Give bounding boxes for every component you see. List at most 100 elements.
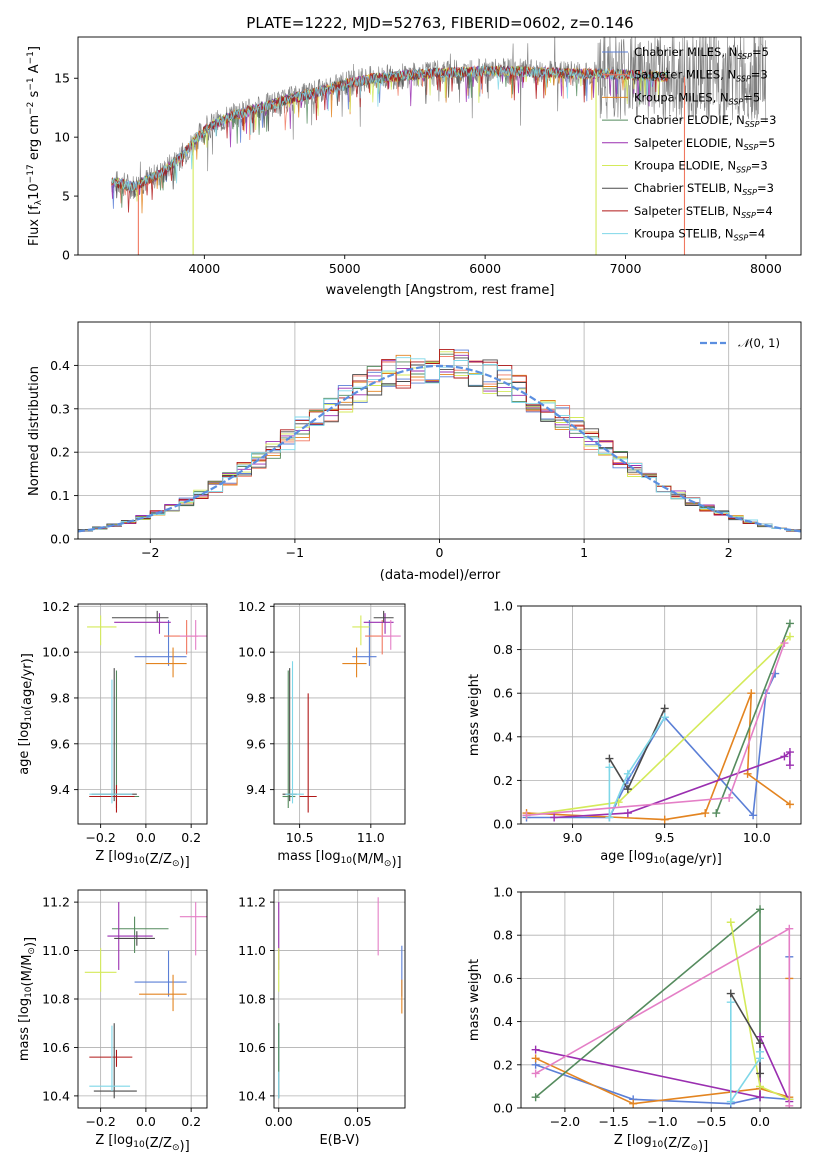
histogram-xtick-label: −1 xyxy=(286,545,304,560)
weight_vs_age-xtick-label: 10.0 xyxy=(743,830,771,845)
weight_vs_age-series-marker xyxy=(623,769,632,778)
legend-label-count: =4 xyxy=(756,204,773,218)
mass_vs_Z-xlabel-part: (Z/Z xyxy=(145,1136,172,1151)
legend-label-sub: SSP xyxy=(734,234,749,243)
histogram-step-kroupa_stelib xyxy=(78,357,801,532)
weight_vs_Z-xlabel-part: Z [log xyxy=(614,1133,652,1148)
spectrum-ylabel-sub: λ xyxy=(34,199,44,205)
spectrum-ytick-label: 0 xyxy=(62,248,70,263)
histogram-ytick-label: 0.4 xyxy=(50,358,70,373)
spectrum-ytick-label: 5 xyxy=(62,189,70,204)
spectrum-ytick-label: 15 xyxy=(54,71,70,86)
weight_vs_age-series-line xyxy=(608,716,666,818)
mass_vs_EBV-xtick-label: 0.05 xyxy=(344,1114,372,1129)
weight_vs_Z-series-marker xyxy=(531,1045,540,1054)
weight_vs_Z-series-marker xyxy=(785,1101,794,1108)
spectrum-ytick-label: 10 xyxy=(54,130,70,145)
mass_vs_EBV-xtick-label: 0.00 xyxy=(265,1114,293,1129)
age_vs_Z-xlabel-part: )] xyxy=(180,855,190,870)
weight_vs_age-series-marker xyxy=(701,809,710,818)
mass_vs_EBV-xlabel: E(B-V) xyxy=(319,1133,359,1148)
age_vs_mass-ytick-label: 9.6 xyxy=(246,736,266,751)
legend-label-sub: SSP xyxy=(741,211,756,220)
age_vs_mass-frame xyxy=(273,603,406,825)
weight_vs_Z-series-marker xyxy=(785,924,794,933)
weight_vs_Z-xtick-label: −1.5 xyxy=(599,1114,629,1129)
weight_vs_Z-series-marker xyxy=(756,1047,765,1056)
spectrum-xtick-label: 4000 xyxy=(188,261,220,276)
legend-label-sub: SSP xyxy=(744,143,759,152)
mass_vs_Z-ytick-label: 10.4 xyxy=(42,1088,70,1103)
histogram-ytick-label: 0.1 xyxy=(50,488,70,503)
weight_vs_Z-xlabel-part: )] xyxy=(698,1139,708,1154)
weight_vs_age-ytick-label: 0.6 xyxy=(493,686,513,701)
legend-label-name: Kroupa MILES, N xyxy=(634,90,729,104)
mass_vs_EBV-ytick-label: 10.4 xyxy=(238,1088,266,1103)
weight_vs_age-ytick-label: 0.4 xyxy=(493,729,513,744)
mass-vs-ebv-panel: 0.00 0.05 10.4 10.6 10.8 11.0 11.2 E(B-V) xyxy=(238,889,406,1148)
weight-vs-age-panel: 9.0 9.5 10.0 0.0 0.2 0.4 0.6 0.8 1.0 age [log10(a… xyxy=(467,599,802,867)
histogram-ylabel: Normed distribution xyxy=(27,366,42,496)
mass_vs_Z-ylabel-part: mass [log xyxy=(17,998,32,1061)
age_vs_Z-ytick-label: 10.2 xyxy=(42,599,70,614)
weight_vs_age-ytick-label: 0.2 xyxy=(493,773,513,788)
mass_vs_EBV-ytick-label: 11.0 xyxy=(238,943,266,958)
weight_vs_Z-plot-area xyxy=(531,905,794,1108)
weight_vs_Z-ytick-label: 0.2 xyxy=(493,1057,513,1072)
spectrum-title: PLATE=1222, MJD=52763, FIBERID=0602, z=0… xyxy=(246,14,633,32)
weight_vs_age-ylabel: mass weight xyxy=(467,674,482,756)
weight_vs_age-series-marker xyxy=(785,619,794,628)
spectrum-panel: PLATE=1222, MJD=52763, FIBERID=0602, z=0… xyxy=(26,14,802,298)
weight_vs_age-ytick-label: 0.8 xyxy=(493,642,513,657)
legend-label-count: =5 xyxy=(752,45,769,59)
mass_vs_Z-ylabel-sub: 10 xyxy=(24,986,34,998)
weight_vs_age-xtick-label: 9.5 xyxy=(655,830,675,845)
normal-legend-args: (0, 1) xyxy=(749,336,780,350)
mass_vs_Z-xtick-label: −0.2 xyxy=(85,1114,115,1129)
age-vs-mass-panel: 10.5 11.0 9.4 9.6 9.8 10.0 10.2 mass [log10(M/M… xyxy=(238,599,406,870)
age_vs_Z-xtick-label: 0.2 xyxy=(181,830,201,845)
legend-label-name: Chabrier STELIB, N xyxy=(634,181,742,195)
spectrum-ylabel: Flux [fλ10−17 erg cm−2 s−1 A−1] xyxy=(26,46,44,246)
age_vs_mass-xlabel-part: mass [log xyxy=(277,849,340,864)
weight_vs_Z-xlabel-sub: 10 xyxy=(652,1140,664,1150)
mass_vs_Z-xtick-label: 0.2 xyxy=(181,1114,201,1129)
weight_vs_Z-series-marker xyxy=(629,1099,638,1108)
age_vs_Z-xlabel-sub: 10 xyxy=(133,856,145,866)
weight_vs_age-series-marker xyxy=(623,785,632,794)
mass_vs_EBV-ytick-label: 10.8 xyxy=(238,992,266,1007)
mass_vs_Z-ylabel-part: (M/M xyxy=(20,955,35,987)
mass_vs_Z-xtick-label: 0.0 xyxy=(136,1114,156,1129)
weight_vs_Z-series-marker xyxy=(756,1093,765,1102)
mass_vs_EBV-ytick-label: 10.6 xyxy=(238,1040,266,1055)
age_vs_mass-ytick-label: 10.2 xyxy=(238,599,266,614)
model-spectrum-kroupa_stelib xyxy=(111,64,668,192)
weight_vs_age-series-marker xyxy=(623,809,632,818)
weight_vs_age-series-marker xyxy=(785,632,794,641)
mass_vs_EBV-ytick-label: 11.2 xyxy=(238,895,266,910)
spectrum-xtick-label: 6000 xyxy=(469,261,501,276)
age_vs_Z-ylabel-part: (age/yr)] xyxy=(20,653,35,710)
spectrum-frame xyxy=(77,36,802,256)
weight_vs_Z-frame xyxy=(520,891,802,1109)
age_vs_Z-plot-area xyxy=(87,610,207,813)
legend-label-kroupa_stelib: Kroupa STELIB, NSSP=4 xyxy=(634,227,765,243)
legend-label-chabrier_stelib: Chabrier STELIB, NSSP=3 xyxy=(634,181,774,197)
legend-label-chabrier_elodie: Chabrier ELODIE, NSSP=3 xyxy=(634,113,776,129)
age_vs_mass-xtick-label: 11.0 xyxy=(357,830,385,845)
legend-label-count: =4 xyxy=(748,227,765,241)
model-spectrum-salpeter_stelib xyxy=(111,64,668,213)
weight_vs_Z-xtick-label: 0.0 xyxy=(750,1114,770,1129)
age_vs_Z-xlabel-sub: ⊙ xyxy=(172,859,180,869)
weight_vs_Z-ylabel: mass weight xyxy=(467,959,482,1041)
mass_vs_Z-ytick-label: 10.8 xyxy=(42,992,70,1007)
weight_vs_age-series-marker xyxy=(785,800,794,809)
mass_vs_Z-xlabel-sub: ⊙ xyxy=(172,1143,180,1153)
spectrum-xtick-label: 8000 xyxy=(750,261,782,276)
age_vs_Z-ytick-label: 9.8 xyxy=(50,690,70,705)
age_vs_mass-xlabel-sub: 10 xyxy=(341,856,353,866)
weight_vs_Z-xlabel-sub: ⊙ xyxy=(690,1143,698,1153)
age_vs_mass-xlabel-part: )] xyxy=(391,855,401,870)
age_vs_Z-ytick-label: 9.6 xyxy=(50,736,70,751)
age_vs_mass-plot-area xyxy=(282,610,401,813)
